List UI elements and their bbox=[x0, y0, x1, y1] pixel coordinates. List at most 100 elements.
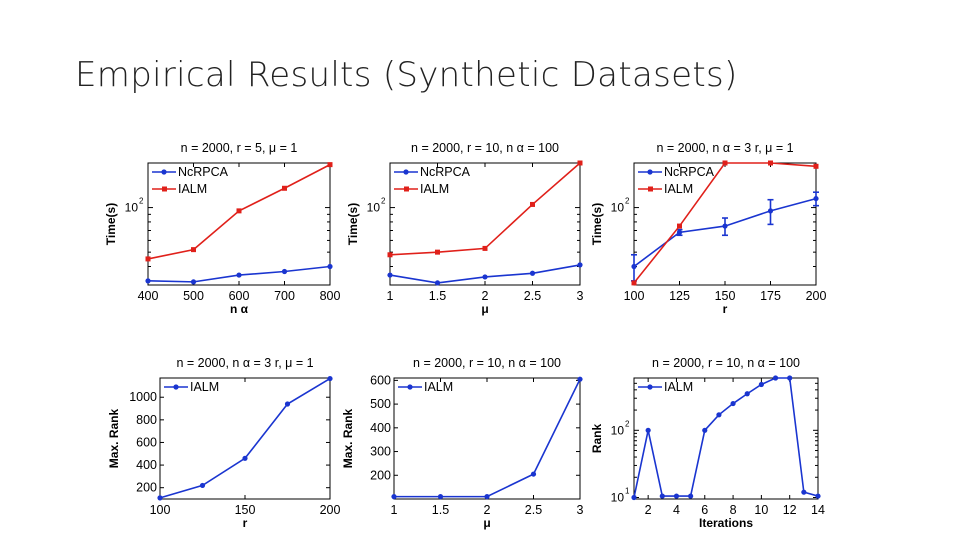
legend-marker bbox=[162, 186, 167, 192]
data-point bbox=[282, 185, 287, 191]
x-axis-label: μ bbox=[481, 302, 488, 316]
x-tick-label: 4 bbox=[673, 503, 680, 517]
data-point bbox=[190, 279, 197, 285]
series-line-ialm bbox=[633, 377, 819, 498]
x-tick-label: 2 bbox=[484, 503, 491, 517]
legend-label: IALM bbox=[420, 182, 449, 196]
x-tick-label: 8 bbox=[730, 503, 737, 517]
data-point bbox=[482, 274, 488, 280]
legend-label: IALM bbox=[190, 380, 219, 394]
x-tick-label: 1 bbox=[391, 503, 398, 517]
plot-frame bbox=[389, 162, 581, 286]
y-tick-label: 10 bbox=[611, 201, 625, 215]
x-tick-label: 175 bbox=[760, 289, 781, 303]
chart-panel-1: n = 2000, r = 5, μ = 1 400 500 600 700 800 n α… bbox=[104, 141, 340, 316]
x-axis-label: μ bbox=[483, 516, 490, 530]
data-point bbox=[815, 493, 821, 499]
y-tick-label-exponent: 2 bbox=[625, 419, 630, 428]
x-tick-label: 800 bbox=[320, 289, 341, 303]
y-tick-label: 600 bbox=[370, 373, 391, 387]
data-point bbox=[157, 495, 163, 501]
legend-label: NcRPCA bbox=[664, 165, 715, 179]
data-point bbox=[758, 381, 764, 388]
x-tick-label: 3 bbox=[577, 503, 584, 517]
legend-marker bbox=[647, 169, 653, 175]
y-tick-label: 200 bbox=[370, 468, 391, 482]
data-point bbox=[327, 263, 333, 270]
data-point bbox=[387, 252, 393, 258]
y-axis-label: Max. Rank bbox=[107, 408, 121, 468]
data-point bbox=[645, 427, 651, 433]
y-tick-label: 600 bbox=[136, 435, 157, 449]
data-point bbox=[768, 160, 773, 166]
data-point bbox=[787, 375, 793, 381]
chart-panel-4: n = 2000, n α = 3 r, μ = 1 100 150 200 r 200 4… bbox=[107, 356, 340, 530]
data-point bbox=[577, 376, 583, 382]
y-tick-label: 800 bbox=[136, 413, 157, 427]
y-tick-label-exponent: 2 bbox=[139, 197, 144, 206]
legend-label: IALM bbox=[664, 182, 693, 196]
data-point bbox=[387, 272, 393, 278]
y-axis-label: Time(s) bbox=[590, 203, 604, 245]
y-tick-label: 10 bbox=[611, 491, 625, 505]
legend-marker bbox=[407, 384, 413, 390]
legend-marker bbox=[647, 384, 653, 390]
y-tick-label-exponent: 2 bbox=[625, 197, 630, 206]
data-point bbox=[676, 229, 683, 235]
data-point bbox=[673, 493, 680, 499]
y-tick-label: 10 bbox=[611, 423, 625, 437]
data-point bbox=[199, 482, 206, 489]
x-tick-label: 1.5 bbox=[432, 503, 449, 517]
legend-label: NcRPCA bbox=[420, 165, 471, 179]
legend-marker bbox=[161, 169, 167, 175]
x-axis-label: n α bbox=[230, 302, 249, 316]
x-tick-label: 150 bbox=[715, 289, 736, 303]
x-tick-label: 2.5 bbox=[524, 289, 541, 303]
x-tick-label: 1 bbox=[387, 289, 394, 303]
legend-label: IALM bbox=[664, 380, 693, 394]
x-tick-label: 100 bbox=[624, 289, 645, 303]
series-line-ncrpca bbox=[389, 264, 581, 284]
x-tick-label: 12 bbox=[783, 503, 797, 517]
data-point bbox=[482, 245, 488, 251]
data-point bbox=[577, 160, 583, 166]
data-point bbox=[530, 471, 537, 477]
y-tick-label: 400 bbox=[370, 421, 391, 435]
data-point bbox=[813, 195, 819, 202]
y-tick-label: 400 bbox=[136, 458, 157, 472]
data-point bbox=[236, 208, 242, 214]
data-point bbox=[730, 400, 736, 407]
x-tick-label: 700 bbox=[274, 289, 295, 303]
x-axis-label: r bbox=[723, 302, 728, 316]
data-point bbox=[659, 493, 665, 499]
data-point bbox=[530, 201, 535, 207]
plot-frame bbox=[633, 377, 819, 500]
data-point bbox=[772, 375, 779, 381]
chart-panel-3: n = 2000, n α = 3 r, μ = 1 100 125 150 175 20… bbox=[590, 141, 826, 316]
y-axis-label: Time(s) bbox=[104, 203, 118, 245]
data-point bbox=[435, 249, 440, 255]
data-point bbox=[327, 375, 333, 382]
y-axis-label: Rank bbox=[590, 424, 604, 454]
x-tick-label: 3 bbox=[577, 289, 584, 303]
data-point bbox=[484, 494, 490, 500]
x-tick-label: 100 bbox=[150, 503, 171, 517]
y-tick-label-exponent: 2 bbox=[381, 197, 386, 206]
data-point bbox=[631, 280, 637, 286]
chart-title: n = 2000, r = 10, n α = 100 bbox=[413, 356, 561, 370]
data-point bbox=[688, 493, 694, 499]
data-point bbox=[391, 494, 397, 500]
y-tick-label: 500 bbox=[370, 397, 391, 411]
data-point bbox=[191, 247, 196, 253]
data-point bbox=[716, 412, 722, 418]
data-point bbox=[631, 494, 637, 501]
data-point bbox=[744, 391, 750, 397]
x-axis-label: r bbox=[243, 516, 248, 530]
plot-frame bbox=[393, 377, 581, 500]
x-tick-label: 600 bbox=[229, 289, 250, 303]
x-tick-label: 500 bbox=[183, 289, 204, 303]
y-tick-label: 200 bbox=[136, 481, 157, 495]
x-tick-label: 150 bbox=[235, 503, 256, 517]
